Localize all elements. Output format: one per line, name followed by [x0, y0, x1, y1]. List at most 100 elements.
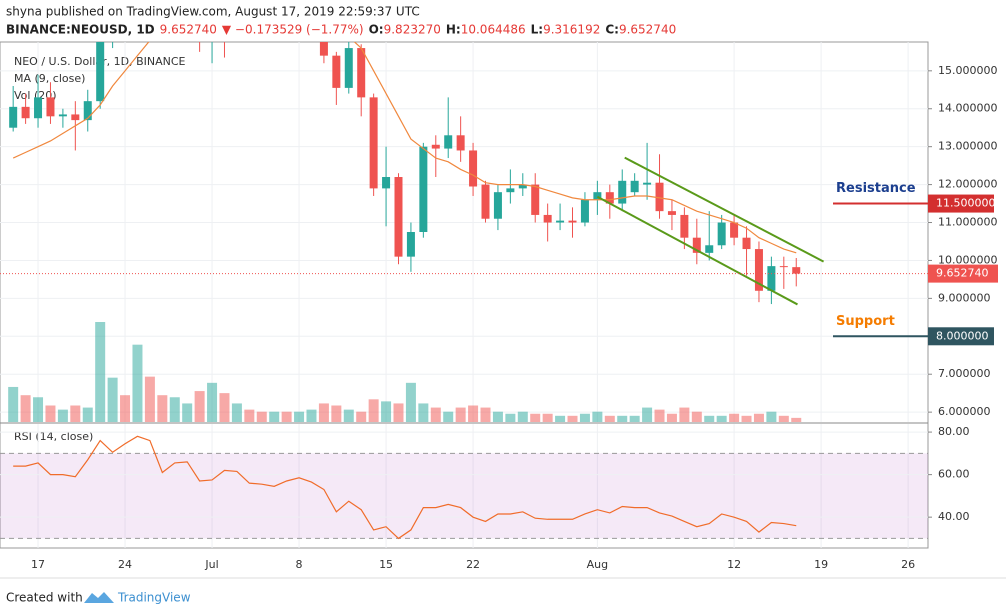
volume-bar: [666, 413, 677, 422]
candle-body: [406, 232, 415, 257]
candle-body: [444, 135, 453, 149]
volume-bar: [405, 382, 416, 422]
volume-bar: [555, 415, 566, 422]
ma-line: [12, 42, 797, 254]
header-field: 9.316192: [543, 23, 600, 37]
volume-bar: [505, 413, 516, 422]
header-field: ▼ −0.173529 (−1.77%): [222, 23, 364, 37]
candle-body: [618, 180, 627, 204]
volume-bar: [182, 403, 193, 422]
y-tick-label: 13.000000: [938, 140, 998, 153]
volume-bar: [356, 411, 367, 422]
candle-body: [717, 222, 726, 246]
y-tick-label: 80.00: [938, 425, 970, 438]
candle-body: [543, 214, 552, 223]
volume-bar: [393, 403, 404, 422]
candle-body: [419, 146, 428, 232]
channel-line: [596, 195, 798, 306]
volume-bar: [642, 407, 653, 422]
volume-bar: [33, 397, 44, 422]
level-annotation: Support: [836, 314, 895, 329]
x-tick-label: 12: [727, 558, 741, 571]
volume-bar: [468, 405, 479, 422]
x-tick-label: 17: [31, 558, 45, 571]
candle-body: [630, 180, 639, 193]
volume-bar: [169, 397, 180, 422]
volume-bar: [57, 409, 68, 422]
channel-line: [624, 156, 825, 263]
candle-body: [394, 177, 403, 257]
y-tick-label: 11.000000: [938, 216, 998, 229]
rsi-line: [13, 435, 797, 540]
ohlc-label: O:: [369, 23, 384, 37]
volume-bar: [679, 407, 690, 422]
volume-bar: [741, 415, 752, 422]
volume-legend: Vol (20): [14, 89, 57, 102]
y-tick-label: 6.000000: [938, 405, 991, 418]
volume-bar: [530, 413, 541, 422]
candle-body: [680, 214, 689, 238]
brand[interactable]: TradingView: [117, 591, 191, 605]
candle-body: [9, 106, 18, 128]
volume-bar: [443, 411, 454, 422]
volume-bar: [716, 415, 727, 422]
candle-body: [643, 182, 652, 185]
y-tick-label: 14.000000: [938, 102, 998, 115]
volume-bar: [517, 411, 528, 422]
ohlc-label: H:: [446, 23, 461, 37]
volume-bar: [244, 409, 255, 422]
header-field: 9.652740: [160, 23, 217, 37]
candle-body: [34, 97, 43, 119]
volume-bar: [629, 415, 640, 422]
candle-body: [742, 237, 751, 250]
y-tick-label: 40.00: [938, 510, 970, 523]
candle-body: [469, 150, 478, 187]
candle-body: [493, 192, 502, 219]
volume-bar: [753, 413, 764, 422]
rsi-legend: RSI (14, close): [14, 430, 93, 443]
candle-body: [506, 188, 515, 193]
candle-body: [83, 101, 92, 121]
volume-bar: [729, 413, 740, 422]
price-layer: [8, 42, 825, 422]
candle-body: [754, 249, 763, 291]
volume-bar: [219, 393, 230, 422]
candle-body: [605, 192, 614, 204]
candle-body: [593, 192, 602, 200]
volume-bar: [542, 413, 553, 422]
volume-bar: [120, 395, 131, 422]
volume-bar: [704, 415, 715, 422]
volume-bar: [318, 403, 329, 422]
candle-body: [518, 184, 527, 189]
y-tick-label: 9.000000: [938, 291, 991, 304]
volume-bar: [107, 377, 118, 422]
x-tick-label: Jul: [204, 558, 218, 571]
candle-body: [655, 182, 664, 212]
candle-body: [568, 220, 577, 223]
volume-bar: [82, 407, 93, 422]
x-tick-label: 26: [901, 558, 915, 571]
volume-bar: [617, 415, 628, 422]
candle-body: [357, 48, 366, 98]
volume-bar: [492, 411, 503, 422]
candle-body: [46, 97, 55, 117]
volume-bar: [791, 417, 802, 422]
candle-body: [96, 42, 105, 102]
volume-bar: [132, 344, 143, 422]
volume-bar: [256, 411, 267, 422]
ohlc-label: C:: [605, 23, 619, 37]
volume-bar: [20, 395, 31, 422]
volume-bar: [269, 411, 280, 422]
ohlc-label: L:: [531, 23, 543, 37]
ma-legend: MA (9, close): [14, 72, 85, 85]
x-tick-label: 15: [379, 558, 393, 571]
candle-body: [382, 177, 391, 189]
candle-body: [21, 106, 30, 119]
candle-body: [730, 222, 739, 238]
created-with: Created with: [6, 591, 83, 605]
header-field: 9.823270: [384, 23, 441, 37]
candle-body: [58, 114, 67, 117]
header-field: 9.652740: [619, 23, 676, 37]
candle-body: [792, 267, 801, 274]
